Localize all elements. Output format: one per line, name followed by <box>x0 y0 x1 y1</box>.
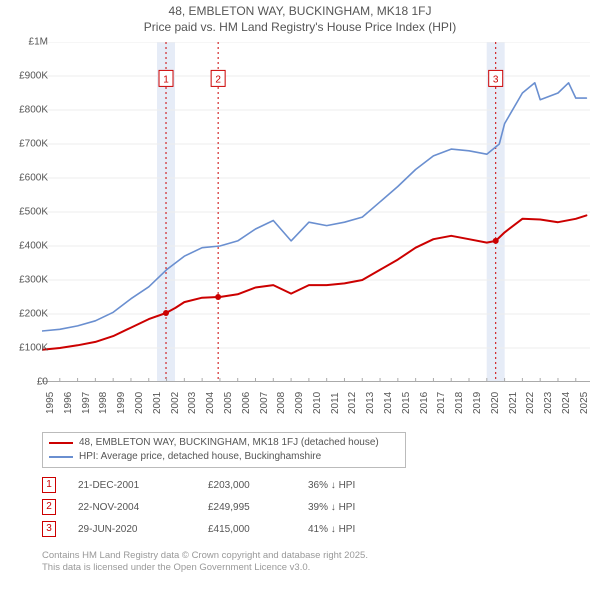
marker-price: £203,000 <box>208 480 308 491</box>
marker-price: £249,995 <box>208 502 308 513</box>
chart-svg: 1 2 3 <box>42 42 590 382</box>
marker-date: 22-NOV-2004 <box>78 502 208 513</box>
marker-row: 1 21-DEC-2001£203,00036% ↓ HPI <box>42 474 428 496</box>
y-tick-label: £300K <box>6 275 48 286</box>
y-tick-label: £200K <box>6 309 48 320</box>
y-tick-label: £500K <box>6 207 48 218</box>
marker-number-box: 2 <box>42 499 56 515</box>
marker-hpi-delta: 41% ↓ HPI <box>308 524 428 535</box>
marker-date: 21-DEC-2001 <box>78 480 208 491</box>
legend-row: HPI: Average price, detached house, Buck… <box>49 450 399 464</box>
legend-swatch <box>49 456 73 458</box>
marker-price: £415,000 <box>208 524 308 535</box>
title-subtitle: Price paid vs. HM Land Registry's House … <box>0 20 600 36</box>
legend-swatch <box>49 442 73 444</box>
y-tick-label: £0 <box>6 377 48 388</box>
marker-hpi-delta: 36% ↓ HPI <box>308 480 428 491</box>
marker-number-box: 3 <box>42 521 56 537</box>
title-address: 48, EMBLETON WAY, BUCKINGHAM, MK18 1FJ <box>0 4 600 20</box>
chart-plot-area: 1 2 3 <box>42 42 590 382</box>
marker-row: 3 29-JUN-2020£415,00041% ↓ HPI <box>42 518 428 540</box>
footer-line-2: This data is licensed under the Open Gov… <box>42 562 368 574</box>
y-tick-label: £600K <box>6 173 48 184</box>
legend-row: 48, EMBLETON WAY, BUCKINGHAM, MK18 1FJ (… <box>49 436 399 450</box>
legend-label: 48, EMBLETON WAY, BUCKINGHAM, MK18 1FJ (… <box>79 436 379 450</box>
legend: 48, EMBLETON WAY, BUCKINGHAM, MK18 1FJ (… <box>42 432 406 468</box>
chart-container: 48, EMBLETON WAY, BUCKINGHAM, MK18 1FJ P… <box>0 0 600 590</box>
title-block: 48, EMBLETON WAY, BUCKINGHAM, MK18 1FJ P… <box>0 0 600 35</box>
svg-text:3: 3 <box>493 74 499 85</box>
svg-text:2: 2 <box>215 74 221 85</box>
marker-date: 29-JUN-2020 <box>78 524 208 535</box>
y-tick-label: £100K <box>6 343 48 354</box>
marker-hpi-delta: 39% ↓ HPI <box>308 502 428 513</box>
x-tick-label: 2025 <box>579 392 600 414</box>
svg-text:1: 1 <box>163 74 169 85</box>
marker-row: 2 22-NOV-2004£249,99539% ↓ HPI <box>42 496 428 518</box>
marker-number-box: 1 <box>42 477 56 493</box>
y-tick-label: £400K <box>6 241 48 252</box>
footer-line-1: Contains HM Land Registry data © Crown c… <box>42 550 368 562</box>
footer-attribution: Contains HM Land Registry data © Crown c… <box>42 550 368 574</box>
y-tick-label: £900K <box>6 71 48 82</box>
marker-table: 1 21-DEC-2001£203,00036% ↓ HPI 2 22-NOV-200… <box>42 474 428 540</box>
y-tick-label: £1M <box>6 37 48 48</box>
legend-label: HPI: Average price, detached house, Buck… <box>79 450 321 464</box>
y-tick-label: £800K <box>6 105 48 116</box>
y-tick-label: £700K <box>6 139 48 150</box>
